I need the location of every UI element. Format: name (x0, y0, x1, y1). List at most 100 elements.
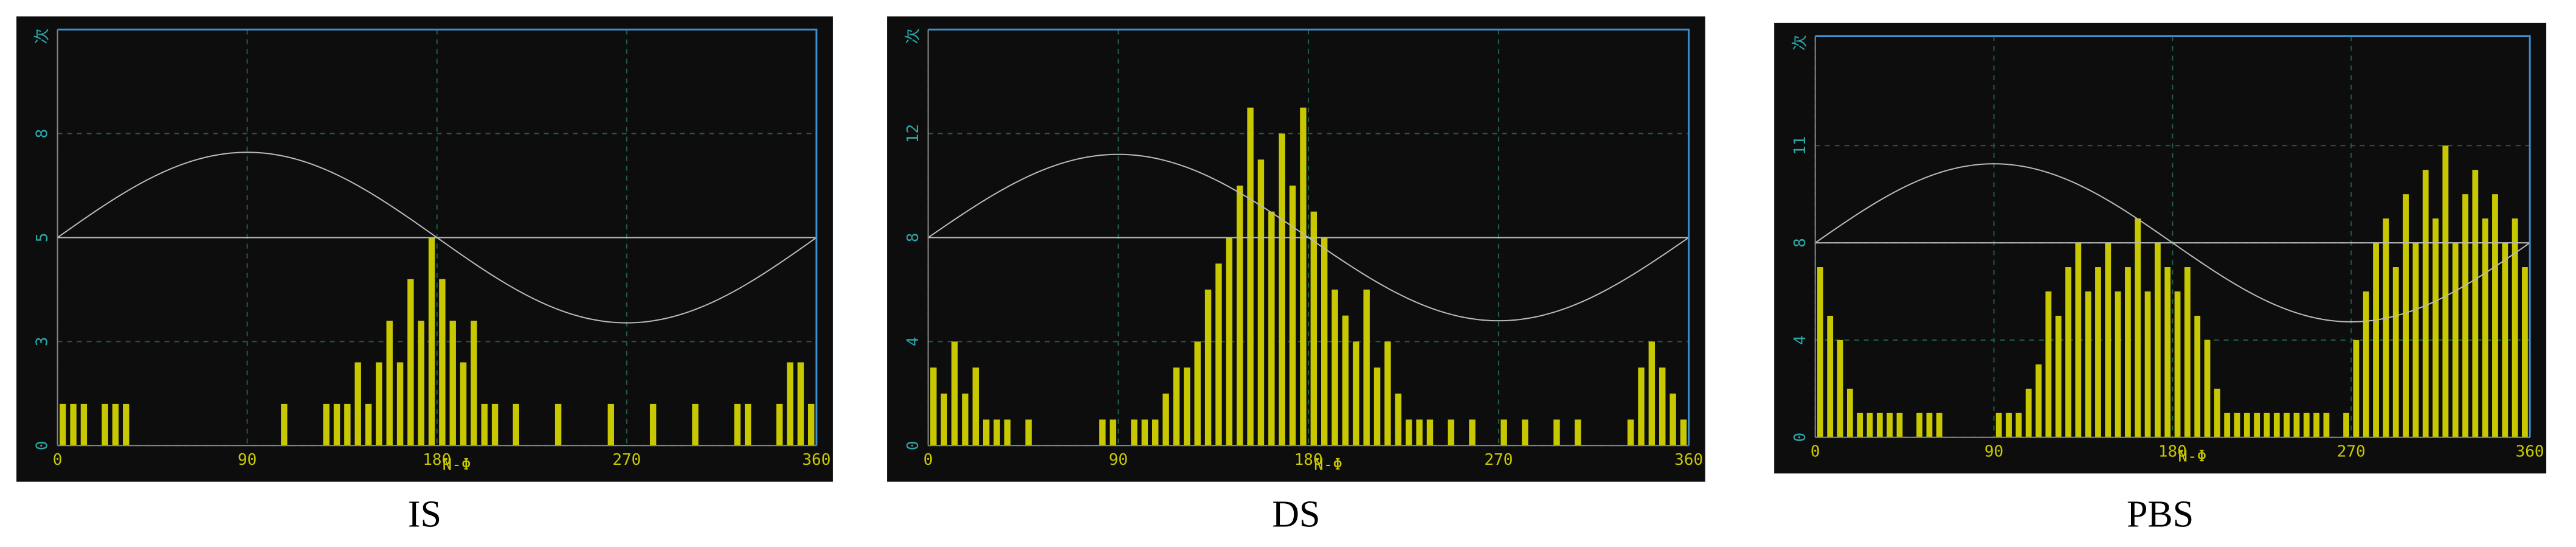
bar (2025, 388, 2032, 437)
panel: 0 90 180 270 360 0 4 8 11 次 N-Φ PBS (1774, 23, 2547, 535)
bar (1247, 107, 1254, 446)
bar (2214, 388, 2220, 437)
bar (982, 419, 990, 446)
bar (1395, 393, 1402, 446)
bar (2522, 267, 2528, 437)
bar (776, 403, 783, 446)
y-tick-label: 0 (1791, 433, 1809, 442)
x-axis-label: N-Φ (2178, 448, 2206, 466)
x-tick-label: 270 (2337, 443, 2366, 461)
x-tick-label: 0 (1811, 443, 1820, 461)
bar (2135, 218, 2141, 437)
bar (1648, 341, 1656, 446)
bar (2224, 413, 2231, 437)
bar (2492, 194, 2498, 437)
bar (1627, 419, 1634, 446)
bar (1857, 413, 1863, 437)
bar (513, 403, 519, 446)
bar (1152, 419, 1159, 446)
y-tick-label: 4 (904, 337, 922, 347)
bar (2313, 413, 2319, 437)
bar (2234, 413, 2240, 437)
bar (2144, 291, 2151, 437)
bar (112, 403, 119, 446)
bar (1638, 368, 1645, 446)
bar (1204, 289, 1212, 446)
bar (1926, 413, 1933, 437)
bar (1876, 413, 1883, 437)
bar (2462, 194, 2468, 437)
bar (972, 368, 979, 446)
bar (1405, 419, 1412, 446)
bar (1448, 419, 1454, 446)
bar (2273, 413, 2280, 437)
bar (354, 362, 361, 446)
bar (2036, 364, 2042, 437)
bar (1331, 289, 1338, 446)
bar (2085, 291, 2091, 437)
bar (70, 403, 77, 446)
bar (649, 403, 657, 446)
bar (1141, 419, 1148, 446)
bar (2254, 413, 2260, 437)
bar (2284, 413, 2290, 437)
bar (418, 321, 424, 446)
bar (2502, 243, 2509, 437)
bar (1025, 419, 1032, 446)
bar (734, 403, 741, 446)
x-axis-label: N-Φ (1314, 456, 1342, 474)
bar (2065, 267, 2071, 437)
bar (281, 403, 288, 446)
bar (2125, 267, 2131, 437)
bar (1184, 368, 1190, 446)
bar (2403, 194, 2409, 437)
caption: IS (408, 493, 441, 535)
bar (2512, 218, 2518, 437)
bar (1659, 368, 1666, 446)
bar (951, 341, 958, 446)
bar (1670, 393, 1676, 446)
bar (554, 403, 562, 446)
bar (2204, 340, 2211, 437)
bar (797, 362, 804, 446)
bar (2353, 340, 2360, 437)
x-tick-label: 360 (802, 451, 830, 469)
bar (1363, 289, 1370, 446)
bar (1310, 211, 1317, 446)
bar (365, 403, 372, 446)
bar (1866, 413, 1873, 437)
bar (1384, 341, 1391, 446)
bar (1342, 315, 1349, 446)
y-tick-label: 5 (33, 233, 52, 243)
bar (102, 403, 108, 446)
bar (1289, 185, 1296, 446)
y-tick-label: 0 (33, 441, 52, 450)
bar (1916, 413, 1923, 437)
x-tick-label: 270 (1484, 451, 1513, 469)
bar (2155, 243, 2161, 437)
bar (1416, 419, 1423, 446)
bar (2075, 243, 2082, 437)
bar (2164, 267, 2171, 437)
bar (1110, 419, 1116, 446)
bar (396, 362, 404, 446)
bar (471, 321, 477, 446)
bar (2323, 413, 2330, 437)
bar (2243, 413, 2250, 437)
bar (2174, 291, 2181, 437)
x-tick-label: 90 (238, 451, 257, 469)
bar (2343, 413, 2349, 437)
bar (1353, 341, 1359, 446)
bar (744, 403, 751, 446)
bar (333, 403, 340, 446)
y-axis-label: 次 (904, 28, 922, 44)
panel-background (887, 16, 1705, 482)
bar (123, 403, 129, 446)
plot-frame (1815, 35, 2531, 437)
x-tick-label: 0 (53, 451, 63, 469)
y-tick-label: 8 (1791, 238, 1809, 248)
bar (2303, 413, 2310, 437)
caption: DS (1272, 493, 1320, 535)
bar (2006, 413, 2012, 437)
